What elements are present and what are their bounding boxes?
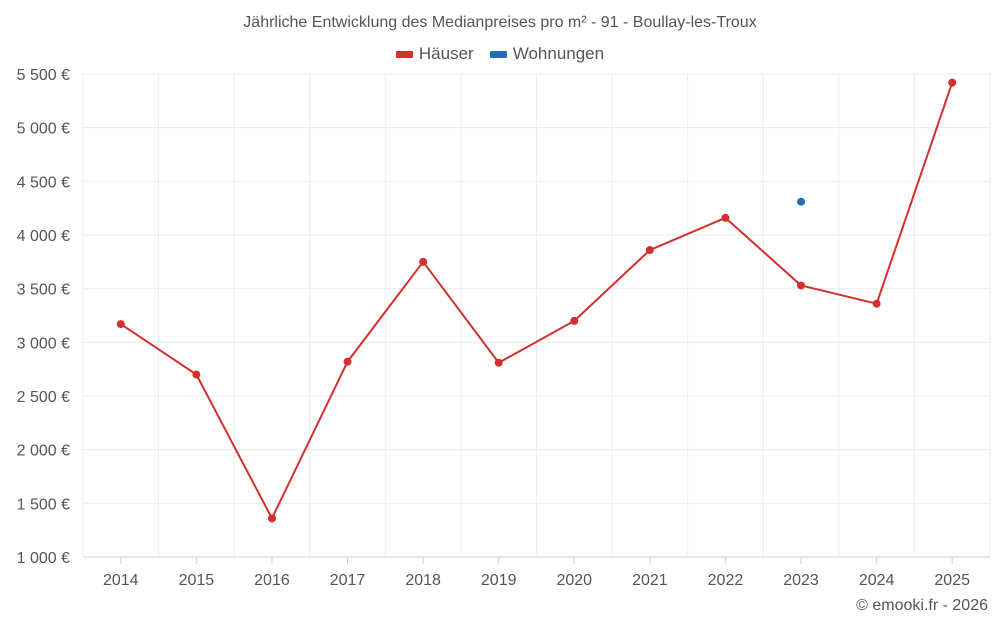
legend-item-wohnungen[interactable]: Wohnungen xyxy=(489,44,605,64)
x-tick-label: 2014 xyxy=(103,572,139,589)
data-point-haeuser xyxy=(797,281,806,290)
legend-item-haeuser[interactable]: Häuser xyxy=(395,44,474,64)
data-point-haeuser xyxy=(721,213,730,222)
x-tick-label: 2021 xyxy=(632,572,668,589)
x-tick-label: 2015 xyxy=(179,572,215,589)
data-point-haeuser xyxy=(570,316,579,325)
y-tick-label: 4 500 € xyxy=(17,174,70,191)
y-tick-label: 1 000 € xyxy=(17,550,70,567)
data-point-wohnungen xyxy=(797,197,806,206)
y-tick-label: 3 500 € xyxy=(17,282,70,299)
data-point-haeuser xyxy=(267,514,276,523)
x-tick-label: 2025 xyxy=(934,572,970,589)
data-point-haeuser xyxy=(419,257,428,266)
y-tick-label: 5 000 € xyxy=(17,121,70,138)
y-tick-label: 5 500 € xyxy=(17,67,70,84)
y-tick-label: 2 500 € xyxy=(17,389,70,406)
data-point-haeuser xyxy=(948,78,957,87)
legend-label-wohnungen: Wohnungen xyxy=(512,44,605,63)
x-tick-label: 2020 xyxy=(556,572,592,589)
legend: Häuser Wohnungen xyxy=(0,44,1000,64)
y-tick-label: 1 500 € xyxy=(17,496,70,513)
data-point-haeuser xyxy=(343,357,352,366)
data-point-haeuser xyxy=(872,299,881,308)
x-tick-label: 2016 xyxy=(254,572,290,589)
data-point-haeuser xyxy=(192,370,201,379)
x-tick-label: 2017 xyxy=(330,572,366,589)
x-tick-label: 2023 xyxy=(783,572,819,589)
data-point-haeuser xyxy=(494,358,503,367)
x-tick-label: 2024 xyxy=(859,572,895,589)
data-point-haeuser xyxy=(116,320,125,329)
y-tick-label: 2 000 € xyxy=(17,443,70,460)
x-tick-label: 2019 xyxy=(481,572,517,589)
legend-swatch-haeuser xyxy=(395,50,413,58)
y-tick-label: 4 000 € xyxy=(17,228,70,245)
legend-swatch-wohnungen xyxy=(489,50,507,58)
data-point-haeuser xyxy=(645,246,654,255)
y-tick-label: 3 000 € xyxy=(17,335,70,352)
x-tick-label: 2022 xyxy=(708,572,744,589)
legend-label-haeuser: Häuser xyxy=(418,44,474,63)
series-line-haeuser xyxy=(120,82,954,520)
x-tick-label: 2018 xyxy=(405,572,441,589)
chart-title: Jährliche Entwicklung des Medianpreises … xyxy=(243,14,757,31)
credit-text: © emooki.fr - 2026 xyxy=(856,597,988,614)
